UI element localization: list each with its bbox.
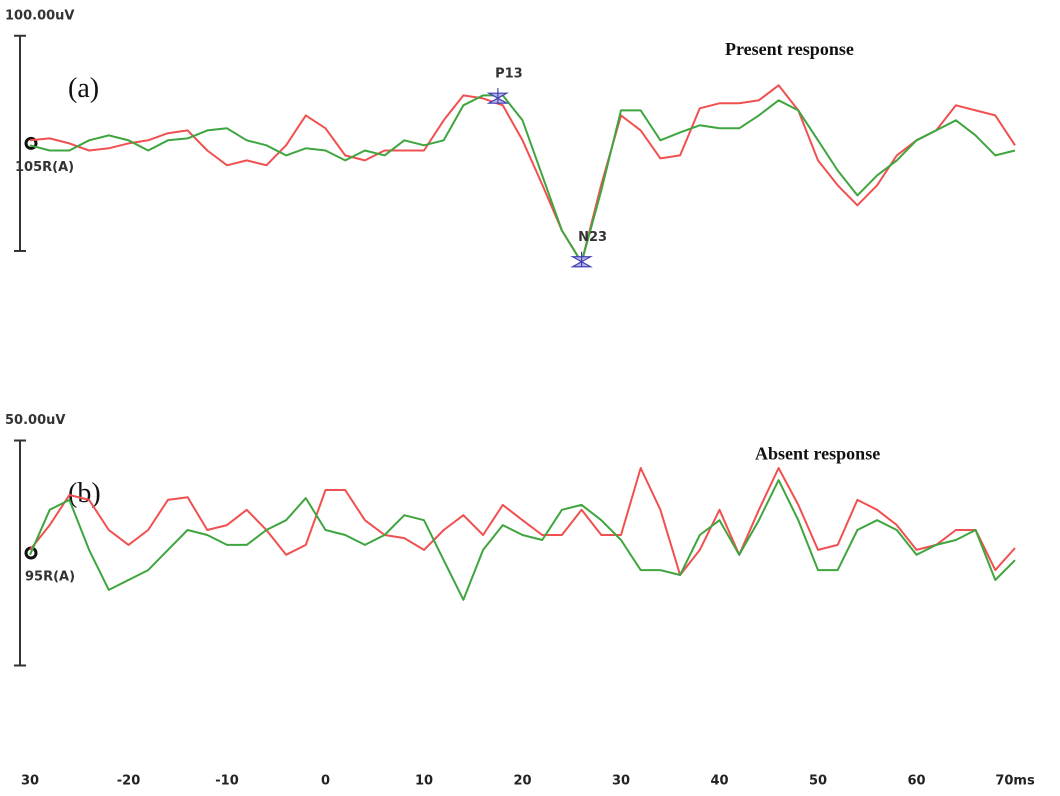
x-tick-label: 0: [321, 774, 330, 789]
panel-label: (b): [68, 478, 101, 509]
x-tick-label: -20: [117, 774, 141, 789]
x-tick-label: 10: [415, 774, 433, 789]
x-tick-label: 50: [809, 774, 827, 789]
x-tick-label: 30: [612, 774, 630, 789]
peak-marker: [570, 251, 593, 268]
peak-label: N23: [578, 230, 607, 245]
scale-label: 100.00uV: [5, 8, 74, 23]
waveform: [29, 467, 1016, 576]
panel-title: Present response: [725, 39, 854, 59]
peak-marker: [486, 88, 510, 104]
x-tick-label: 70ms: [995, 774, 1035, 789]
waveform: [29, 479, 1016, 601]
peak-label: P13: [495, 67, 523, 82]
x-tick-label: 20: [513, 774, 531, 789]
channel-label: 105R(A): [15, 160, 74, 175]
scale-label: 50.00uV: [5, 413, 65, 428]
x-tick-label: 30: [21, 774, 39, 789]
channel-label: 95R(A): [25, 570, 75, 585]
x-tick-label: -10: [215, 774, 239, 789]
waveform: [29, 94, 1016, 264]
x-tick-label: 40: [710, 774, 728, 789]
waveform: [29, 84, 1016, 264]
panel-title: Absent response: [755, 444, 880, 464]
panel-label: (a): [68, 73, 99, 104]
x-tick-label: 60: [907, 774, 925, 789]
